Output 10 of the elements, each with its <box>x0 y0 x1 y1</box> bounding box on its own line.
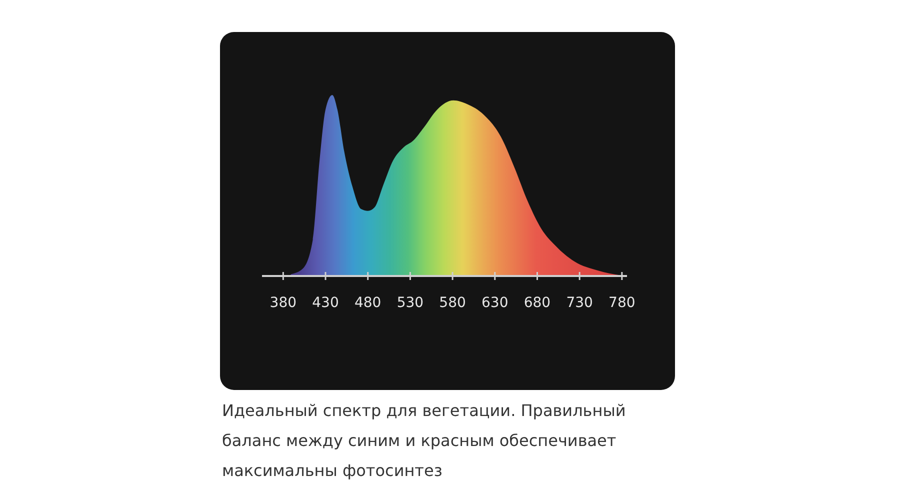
x-tick-label: 430 <box>312 295 339 311</box>
x-tick-label: 530 <box>396 295 424 311</box>
text: Идеальный спектр для вегетации. Правильный баланс между синим и красным обеспечивает максимальны фотосинтез <box>222 401 626 480</box>
x-tick-label: 680 <box>524 295 551 311</box>
x-tick-label: 380 <box>270 295 297 311</box>
x-tick-label: 630 <box>482 295 508 311</box>
x-tick-label: 780 <box>608 295 636 311</box>
x-tick-label: 730 <box>566 295 593 311</box>
x-tick-label: 580 <box>439 295 466 311</box>
x-tick-label: 480 <box>354 295 382 311</box>
